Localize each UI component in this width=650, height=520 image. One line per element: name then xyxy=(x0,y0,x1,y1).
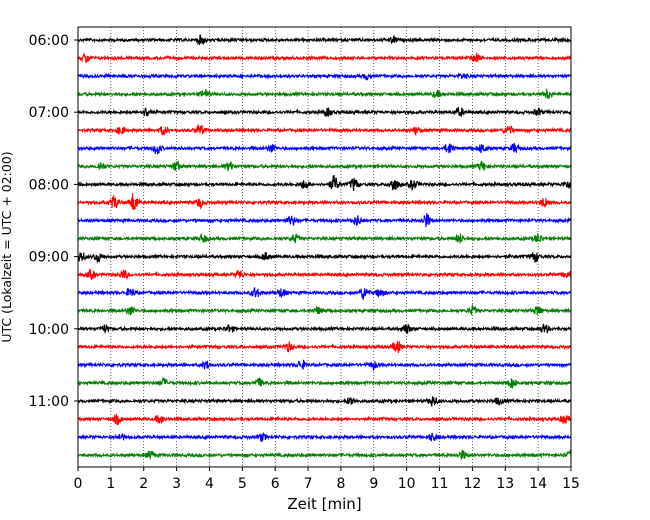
trace-line xyxy=(77,72,572,82)
y-tick-label: 11:00 xyxy=(29,394,69,410)
y-tick-label: 09:00 xyxy=(29,250,69,266)
x-tick-label: 2 xyxy=(139,476,148,492)
trace-line xyxy=(77,124,572,136)
trace-line xyxy=(77,303,572,316)
y-tick-label: 07:00 xyxy=(29,105,69,121)
trace-line xyxy=(77,359,572,372)
trace-line xyxy=(77,52,572,64)
trace-group xyxy=(77,34,572,460)
x-tick-label: 7 xyxy=(304,476,313,492)
plot-frame xyxy=(77,26,572,468)
x-tick-label: 5 xyxy=(238,476,247,492)
x-tick-label: 13 xyxy=(496,476,514,492)
trace-line xyxy=(77,213,572,228)
trace-line xyxy=(77,449,572,460)
x-tick-label: 12 xyxy=(463,476,481,492)
x-tick-label: 10 xyxy=(398,476,416,492)
trace-line xyxy=(77,432,572,443)
y-tick-label: 06:00 xyxy=(29,33,69,49)
x-tick-label: 9 xyxy=(369,476,378,492)
trace-line xyxy=(77,322,572,334)
trace-line xyxy=(77,34,572,46)
x-tick-label: 4 xyxy=(205,476,214,492)
x-tick-label: 8 xyxy=(336,476,345,492)
y-axis-label: UTC (Lokalzeit = UTC + 02:00) xyxy=(0,151,14,342)
x-tick-label: 0 xyxy=(74,476,83,492)
x-axis-label: Zeit [min] xyxy=(287,495,361,513)
y-axis: 06:00 07:00 08:00 09:00 10:00 11:00 xyxy=(29,33,78,410)
x-axis: 0 1 2 3 4 5 6 7 8 9 10 11 12 13 14 15 xyxy=(74,467,580,492)
trace-line xyxy=(77,268,572,281)
x-tick-label: 3 xyxy=(172,476,181,492)
x-tick-label: 14 xyxy=(529,476,547,492)
x-tick-label: 6 xyxy=(271,476,280,492)
y-tick-label: 08:00 xyxy=(29,177,69,193)
trace-line xyxy=(77,88,572,99)
trace-line xyxy=(77,341,572,353)
x-tick-label: 15 xyxy=(562,476,580,492)
trace-line xyxy=(77,376,572,389)
grid-lines xyxy=(110,27,539,467)
trace-line xyxy=(77,233,572,244)
x-tick-label: 1 xyxy=(106,476,115,492)
x-tick-label: 11 xyxy=(431,476,449,492)
trace-line xyxy=(77,142,572,156)
trace-line xyxy=(77,287,572,300)
trace-line xyxy=(77,251,572,264)
trace-line xyxy=(77,160,572,172)
trace-line xyxy=(77,396,572,408)
trace-line xyxy=(77,413,572,425)
trace-line xyxy=(77,174,572,192)
y-tick-label: 10:00 xyxy=(29,322,69,338)
trace-line xyxy=(77,106,572,118)
trace-line xyxy=(77,193,572,211)
